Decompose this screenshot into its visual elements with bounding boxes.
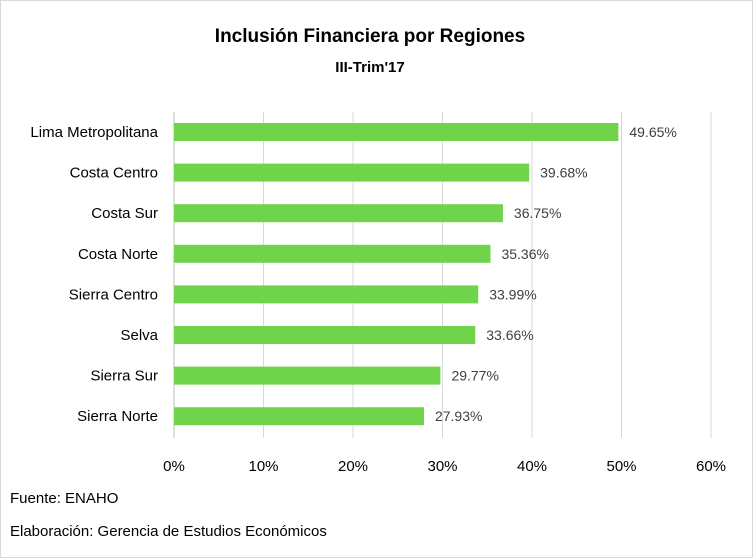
category-label: Lima Metropolitana [30, 124, 158, 141]
data-label: 29.77% [451, 368, 498, 384]
bar [174, 204, 503, 223]
data-label: 33.66% [486, 327, 533, 343]
data-label: 27.93% [435, 408, 482, 424]
source-note: Fuente: ENAHO [10, 490, 119, 507]
x-tick-label: 60% [696, 458, 726, 475]
chart-subtitle: III-Trim'17 [335, 59, 404, 76]
bar [174, 163, 530, 182]
bar [174, 244, 491, 263]
bar [174, 326, 476, 344]
labels: 0% 10% 20% 30% 40% 50% 60% Lima Metropolitana 49… [30, 124, 726, 475]
category-label: Sierra Centro [69, 286, 158, 303]
x-tick-label: 30% [427, 458, 457, 475]
gridlines [173, 112, 712, 438]
data-label: 33.99% [489, 286, 536, 302]
bars [174, 123, 619, 426]
category-label: Costa Sur [91, 205, 158, 222]
category-label: Sierra Norte [77, 408, 158, 425]
category-label: Costa Centro [70, 165, 158, 182]
x-tick-label: 40% [517, 458, 547, 475]
category-label: Selva [120, 327, 158, 344]
x-tick-label: 20% [338, 458, 368, 475]
x-tick-label: 50% [606, 458, 636, 475]
data-label: 39.68% [540, 165, 587, 181]
x-tick-label: 0% [163, 458, 185, 475]
data-label: 35.36% [501, 246, 548, 262]
x-tick-label: 10% [248, 458, 278, 475]
bar [174, 407, 424, 426]
credit-note: Elaboración: Gerencia de Estudios Económ… [10, 523, 327, 540]
data-label: 36.75% [514, 205, 561, 221]
category-label: Sierra Sur [90, 368, 158, 385]
category-label: Costa Norte [78, 246, 158, 263]
bar [174, 285, 479, 304]
bar [174, 366, 441, 385]
data-label: 49.65% [629, 124, 676, 140]
bar [174, 123, 619, 141]
chart-title: Inclusión Financiera por Regiones [215, 26, 525, 47]
